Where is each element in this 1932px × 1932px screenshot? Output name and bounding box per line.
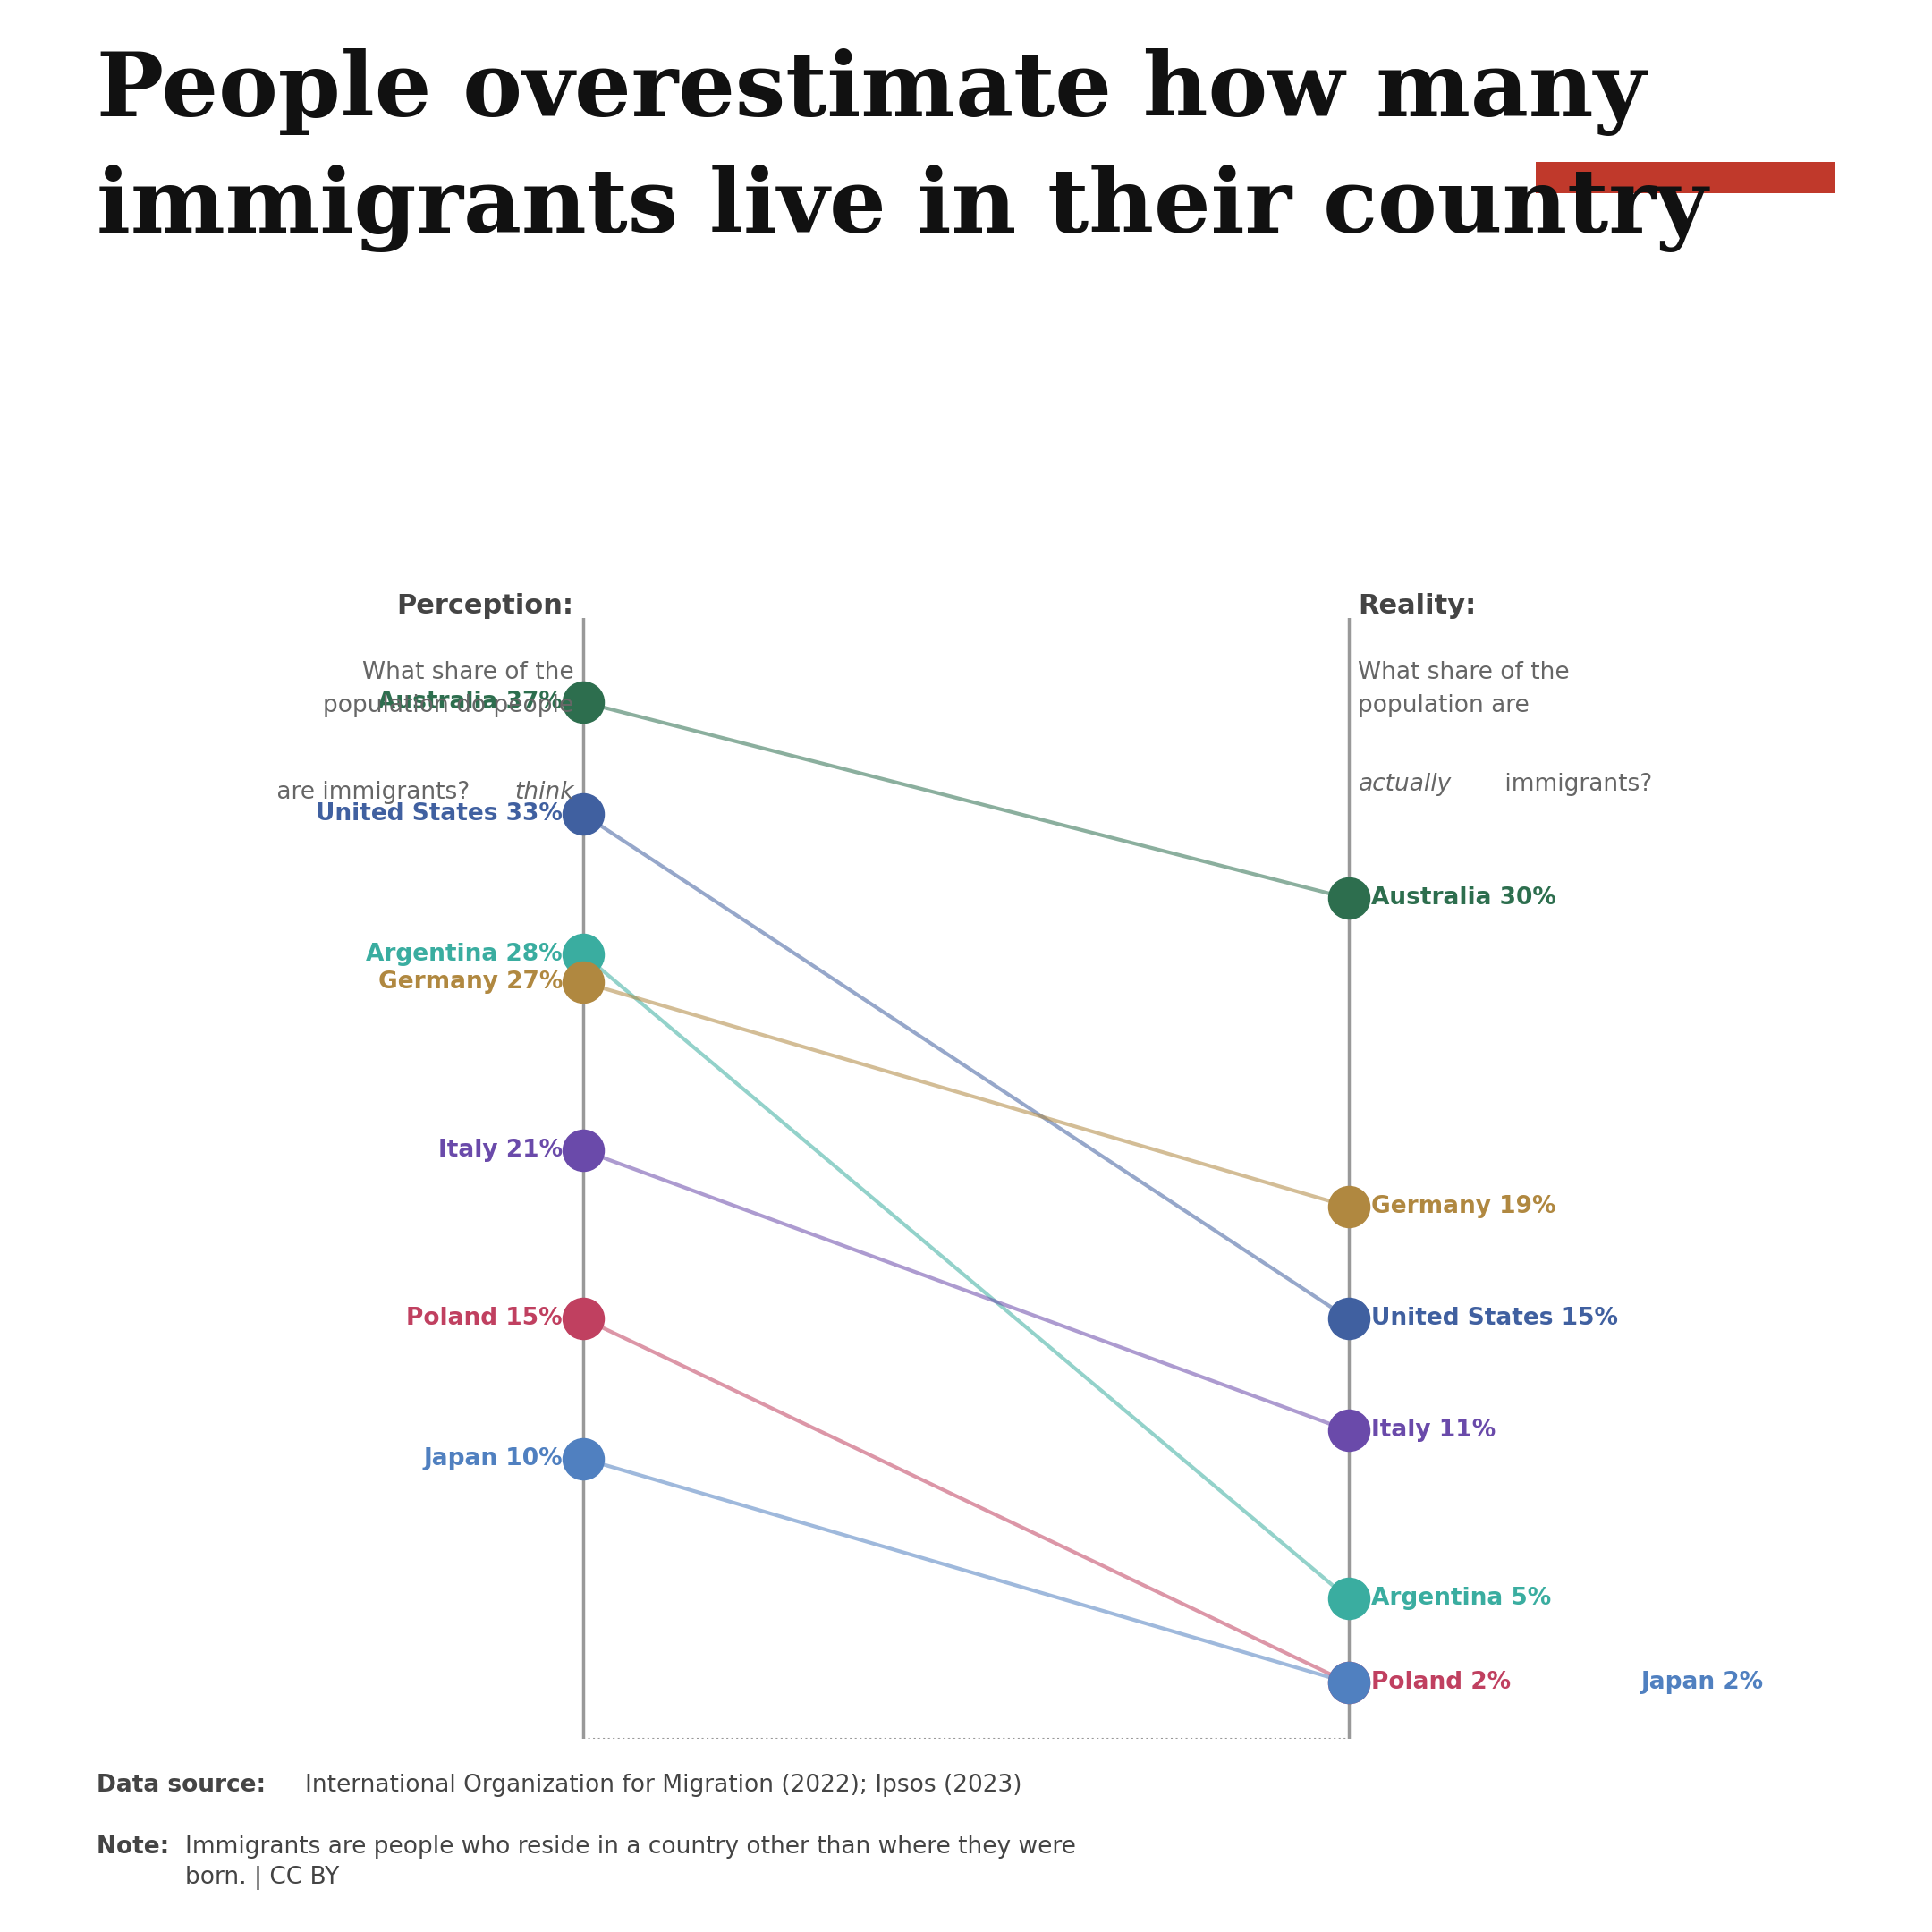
Point [1333, 1584, 1364, 1615]
Text: in Data: in Data [1633, 118, 1739, 143]
Text: Italy 11%: Italy 11% [1372, 1418, 1495, 1443]
Text: think: think [514, 781, 574, 804]
Text: immigrants?: immigrants? [1497, 773, 1652, 796]
Point [568, 800, 599, 831]
Point [1333, 1414, 1364, 1445]
Text: Immigrants are people who reside in a country other than where they were
born. |: Immigrants are people who reside in a co… [185, 1835, 1076, 1889]
Text: Australia 30%: Australia 30% [1372, 887, 1555, 910]
Point [1333, 1190, 1364, 1221]
Text: Argentina 28%: Argentina 28% [367, 943, 562, 966]
Text: immigrants live in their country: immigrants live in their country [97, 164, 1708, 251]
Point [1333, 1302, 1364, 1333]
Point [1333, 883, 1364, 914]
Text: Data source:: Data source: [97, 1774, 274, 1797]
Point [568, 1443, 599, 1474]
Point [568, 1134, 599, 1165]
Point [568, 968, 599, 999]
Text: are immigrants?: are immigrants? [209, 781, 469, 804]
Text: Germany 19%: Germany 19% [1372, 1194, 1555, 1219]
Text: Poland 2%: Poland 2% [1372, 1671, 1511, 1694]
Text: Argentina 5%: Argentina 5% [1372, 1586, 1551, 1611]
Point [568, 688, 599, 719]
Text: Perception:: Perception: [396, 593, 574, 618]
Point [1333, 1667, 1364, 1698]
Point [1333, 1667, 1364, 1698]
Point [568, 1302, 599, 1333]
Text: Japan 2%: Japan 2% [1640, 1671, 1764, 1694]
Text: actually: actually [1358, 773, 1451, 796]
Text: People overestimate how many: People overestimate how many [97, 48, 1646, 135]
Text: Our World: Our World [1611, 66, 1760, 91]
FancyBboxPatch shape [1536, 162, 1835, 193]
Text: United States 15%: United States 15% [1372, 1306, 1617, 1331]
Text: Poland 15%: Poland 15% [406, 1306, 562, 1331]
Text: Note:: Note: [97, 1835, 178, 1859]
Text: International Organization for Migration (2022); Ipsos (2023): International Organization for Migration… [305, 1774, 1022, 1797]
Text: United States 33%: United States 33% [315, 802, 562, 827]
Text: Germany 27%: Germany 27% [379, 970, 562, 995]
Text: Italy 21%: Italy 21% [439, 1138, 562, 1163]
Text: Japan 10%: Japan 10% [423, 1447, 562, 1470]
Text: Reality:: Reality: [1358, 593, 1476, 618]
Text: Australia 37%: Australia 37% [377, 690, 562, 715]
Text: What share of the
population do people: What share of the population do people [323, 661, 574, 717]
Text: What share of the
population are: What share of the population are [1358, 661, 1571, 717]
Point [568, 939, 599, 970]
